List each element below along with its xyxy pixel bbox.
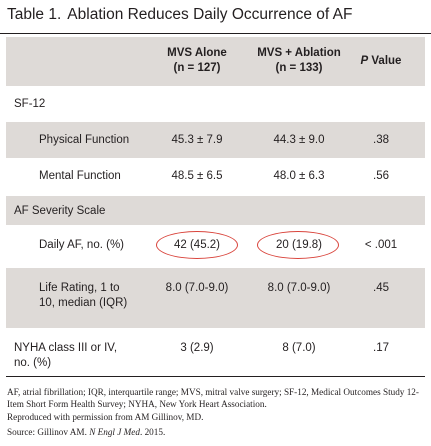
cell-daily-af-p: < .001 xyxy=(364,239,398,251)
cell-mental-ablation: 48.0 ± 6.3 xyxy=(273,170,325,182)
section-band-af-severity xyxy=(6,196,425,225)
cell-mental-p: .56 xyxy=(373,170,389,182)
row-label-daily-af: Daily AF, no. (%) xyxy=(39,239,124,251)
cell-daily-af-ablation: 20 (19.8) xyxy=(275,239,323,251)
header-row xyxy=(6,37,425,86)
cell-life-rating-p: .45 xyxy=(373,282,389,294)
title-rule xyxy=(0,33,431,34)
cell-nyha-p: .17 xyxy=(373,342,389,354)
cell-physical-mvs: 45.3 ± 7.9 xyxy=(171,134,223,146)
footnote-source: Source: Gillinov AM. N Engl J Med. 2015. xyxy=(7,427,166,437)
row-label-mental: Mental Function xyxy=(39,170,121,182)
section-af-severity: AF Severity Scale xyxy=(14,205,106,217)
row-label-nyha: NYHA class III or IV, no. (%) xyxy=(14,342,118,369)
cell-life-rating-ablation: 8.0 (7.0-9.0) xyxy=(267,282,331,294)
footnote-reproduced: Reproduced with permission from AM Gilli… xyxy=(7,412,204,422)
row-label-life-rating: Life Rating, 1 to 10, median (IQR) xyxy=(39,282,128,309)
header-mvs-ablation: MVS + Ablation (n = 133) xyxy=(257,47,341,74)
cell-mental-mvs: 48.5 ± 6.5 xyxy=(171,170,223,182)
highlight-oval-mvs xyxy=(156,231,238,259)
header-mvs-alone: MVS Alone (n = 127) xyxy=(167,47,227,74)
table-bottom-rule xyxy=(6,376,425,377)
highlight-oval-ablation xyxy=(257,231,339,259)
row-band-physical xyxy=(6,122,425,158)
cell-nyha-ablation: 8 (7.0) xyxy=(282,342,316,354)
table-number: Table 1. xyxy=(7,6,62,23)
cell-physical-p: .38 xyxy=(373,134,389,146)
section-sf12: SF-12 xyxy=(14,98,46,110)
table-title-text: Ablation Reduces Daily Occurrence of AF xyxy=(67,6,353,23)
footnote-abbreviations: AF, atrial fibrillation; IQR, interquart… xyxy=(7,387,419,409)
table-title: Table 1. Ablation Reduces Daily Occurrenc… xyxy=(7,6,352,24)
cell-life-rating-mvs: 8.0 (7.0-9.0) xyxy=(165,282,229,294)
row-band-life-rating xyxy=(6,268,425,328)
cell-daily-af-mvs: 42 (45.2) xyxy=(173,239,221,251)
cell-physical-ablation: 44.3 ± 9.0 xyxy=(273,134,325,146)
cell-nyha-mvs: 3 (2.9) xyxy=(180,342,214,354)
row-label-physical: Physical Function xyxy=(39,134,130,146)
header-p-value: P Value xyxy=(360,55,402,67)
